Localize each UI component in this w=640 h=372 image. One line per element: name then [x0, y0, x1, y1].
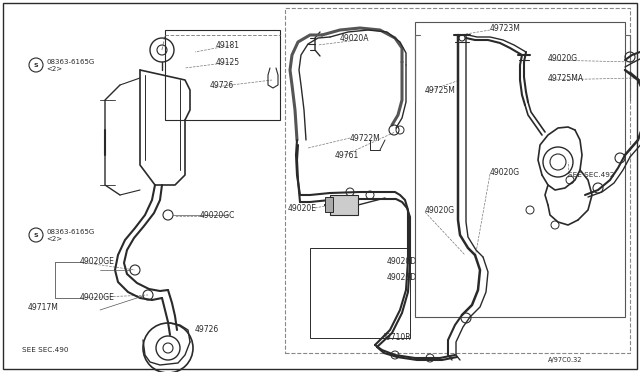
Text: 49125: 49125 [216, 58, 240, 67]
Text: A/97C0.32: A/97C0.32 [548, 357, 582, 363]
Text: 49020D: 49020D [387, 273, 417, 282]
Text: 08363-6165G
<2>: 08363-6165G <2> [46, 58, 94, 71]
Text: S: S [34, 62, 38, 67]
Text: 08363-6165G
<2>: 08363-6165G <2> [46, 228, 94, 241]
Text: 49722M: 49722M [350, 134, 381, 142]
Text: 49725MA: 49725MA [548, 74, 584, 83]
Text: 49181: 49181 [216, 41, 240, 49]
Text: 49761: 49761 [335, 151, 359, 160]
Text: 49020G: 49020G [548, 54, 578, 62]
Text: 49020G: 49020G [425, 205, 455, 215]
Text: 49020D: 49020D [387, 257, 417, 266]
Bar [165, 30, 280, 120]
Text: S: S [34, 232, 38, 237]
Text: 49717M: 49717M [28, 304, 59, 312]
Text: 49020GE: 49020GE [80, 257, 115, 266]
Bar [330, 195, 358, 215]
Text: 49725M: 49725M [425, 86, 456, 94]
Text: 49020G: 49020G [490, 167, 520, 176]
Text: 49723M: 49723M [490, 23, 521, 32]
Text: SEE SEC.490: SEE SEC.490 [22, 347, 68, 353]
Text: 49020GC: 49020GC [200, 211, 236, 219]
Bar [285, 8, 630, 353]
Text: 49710R: 49710R [382, 334, 412, 343]
Text: 49020GE: 49020GE [80, 294, 115, 302]
Bar [310, 248, 410, 338]
Bar [325, 197, 333, 212]
Text: 49726: 49726 [195, 326, 220, 334]
Text: SEE SEC.492: SEE SEC.492 [568, 172, 614, 178]
Text: 49020E: 49020E [288, 203, 317, 212]
Text: 49726: 49726 [210, 80, 234, 90]
Text: 49020A: 49020A [340, 33, 369, 42]
Bar [415, 22, 625, 317]
